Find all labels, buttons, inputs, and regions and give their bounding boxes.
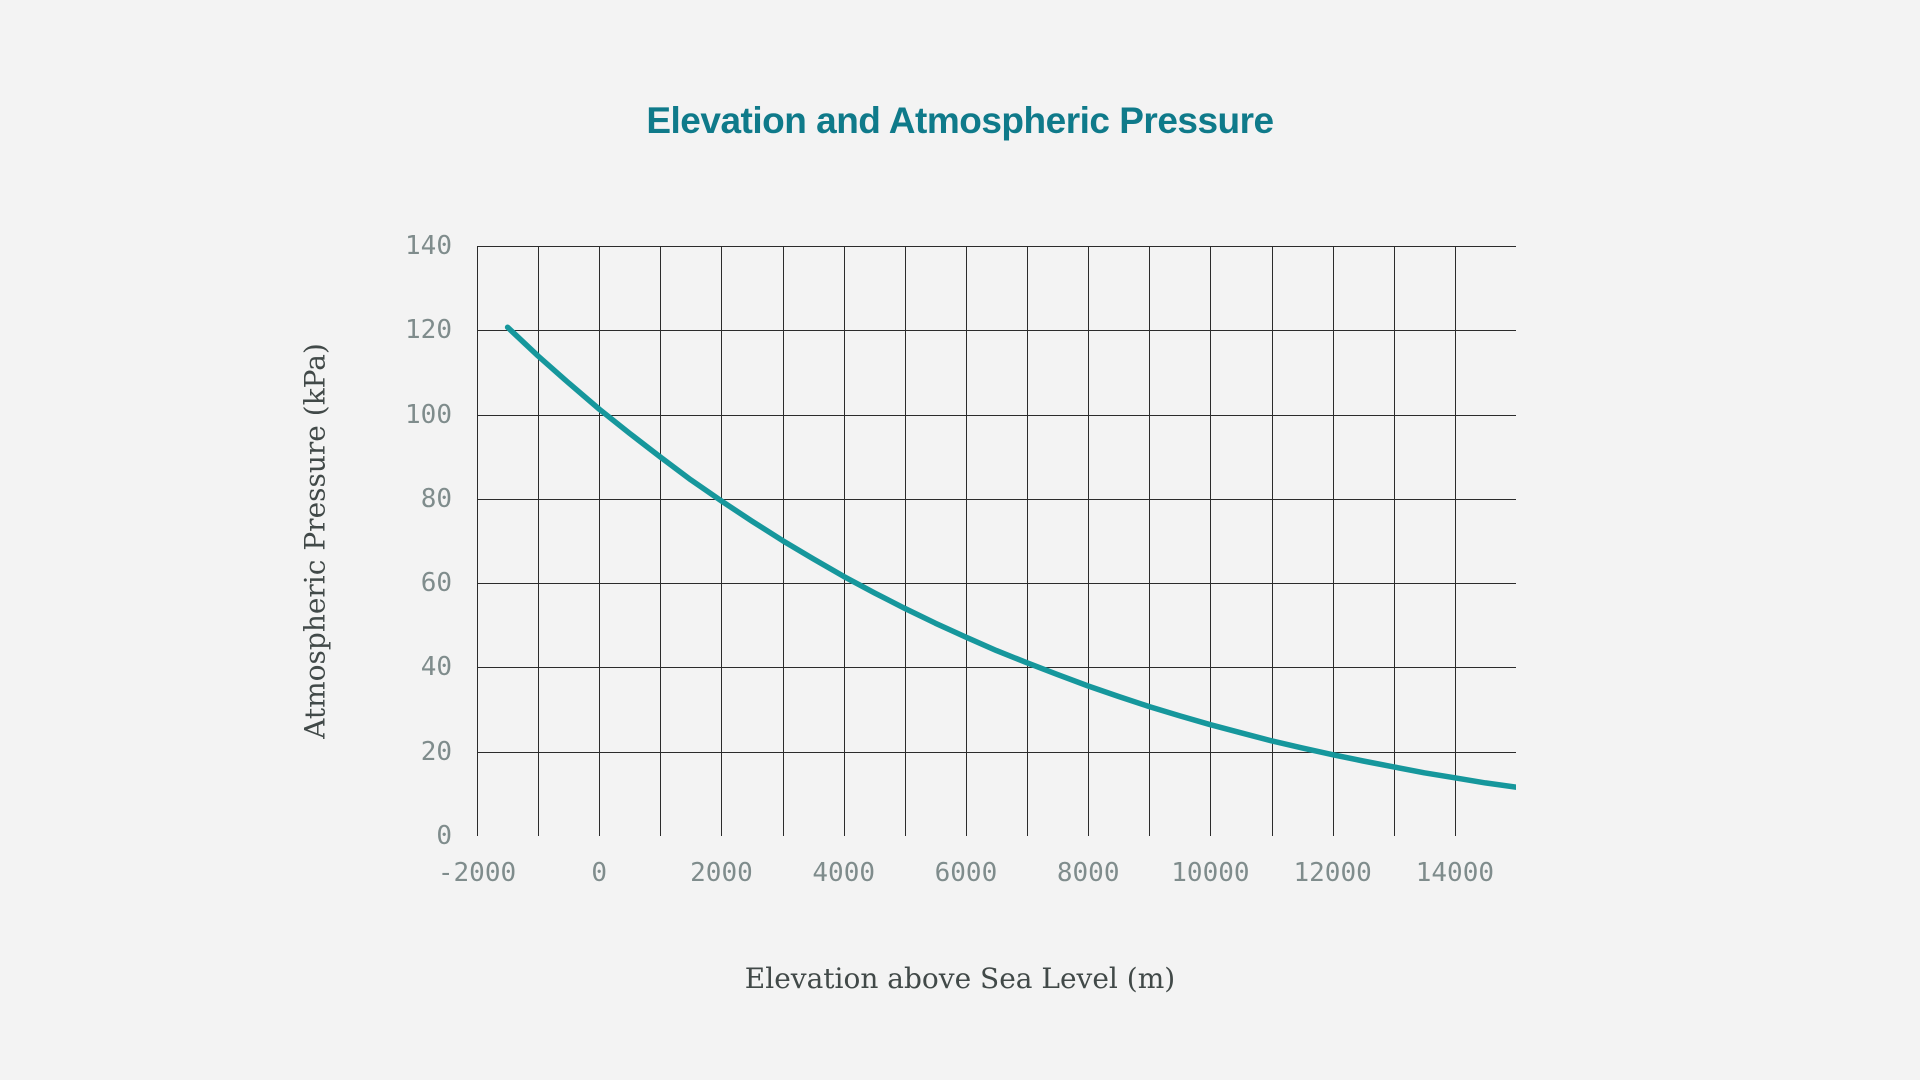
y-tick-label: 140 [405, 231, 452, 261]
chart-title: Elevation and Atmospheric Pressure [646, 100, 1274, 141]
x-tick-label: 14000 [1415, 858, 1495, 888]
pressure-curve [504, 324, 1516, 790]
x-tick-label: 6000 [934, 858, 998, 888]
x-tick-label: 2000 [690, 858, 753, 888]
x-tick-label: 0 [591, 858, 608, 888]
y-tick-label: 100 [405, 399, 452, 430]
x-tick-label: 4000 [812, 858, 876, 888]
y-tick-label: 0 [436, 821, 452, 851]
x-axis-label: Elevation above Sea Level (m) [744, 962, 1176, 995]
x-tick-label: 10000 [1171, 858, 1250, 888]
y-tick-label: 20 [420, 736, 452, 767]
x-tick-label: 8000 [1056, 858, 1120, 888]
y-axis-label: Atmospheric Pressure (kPa) [298, 343, 332, 739]
plot-area [477, 246, 1516, 836]
x-tick-label: -2000 [437, 858, 517, 888]
y-tick-label: 60 [420, 568, 452, 599]
y-tick-label: 80 [420, 483, 452, 514]
plot-canvas [477, 246, 1516, 836]
y-tick-label: 40 [420, 652, 452, 683]
x-tick-label: 12000 [1293, 858, 1372, 888]
y-tick-label: 120 [405, 315, 452, 346]
